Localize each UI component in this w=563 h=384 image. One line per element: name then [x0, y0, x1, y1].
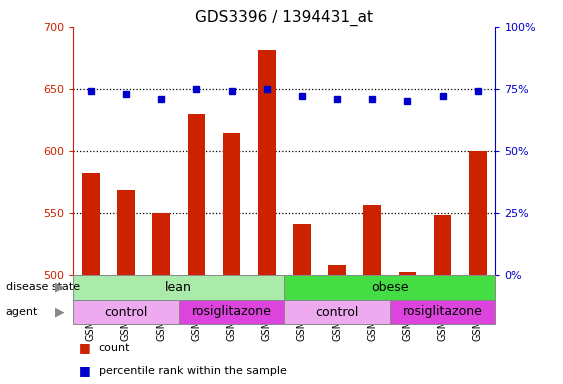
Bar — [399, 272, 416, 275]
Text: rosiglitazone: rosiglitazone — [191, 306, 271, 318]
Bar — [223, 133, 240, 275]
Text: rosiglitazone: rosiglitazone — [403, 306, 482, 318]
Text: obese: obese — [371, 281, 409, 293]
Bar — [284, 300, 390, 324]
Text: ■: ■ — [79, 341, 91, 354]
Bar — [117, 190, 135, 275]
Bar — [328, 265, 346, 275]
Text: lean: lean — [166, 281, 192, 293]
Bar — [390, 300, 495, 324]
Bar — [82, 173, 100, 275]
Bar — [258, 50, 275, 275]
Text: control: control — [315, 306, 359, 318]
Text: percentile rank within the sample: percentile rank within the sample — [99, 366, 287, 376]
Bar — [469, 151, 486, 275]
Bar — [179, 300, 284, 324]
Bar — [293, 224, 311, 275]
Text: ▶: ▶ — [55, 306, 65, 318]
Bar — [364, 205, 381, 275]
Text: disease state: disease state — [6, 282, 80, 292]
Bar — [187, 114, 205, 275]
Text: ■: ■ — [79, 364, 91, 377]
Text: count: count — [99, 343, 130, 353]
Bar — [284, 275, 495, 300]
Text: agent: agent — [6, 307, 38, 317]
Bar — [153, 213, 170, 275]
Title: GDS3396 / 1394431_at: GDS3396 / 1394431_at — [195, 9, 373, 25]
Bar — [73, 275, 284, 300]
Text: ▶: ▶ — [55, 281, 65, 293]
Text: control: control — [104, 306, 148, 318]
Bar — [434, 215, 452, 275]
Bar — [73, 300, 179, 324]
